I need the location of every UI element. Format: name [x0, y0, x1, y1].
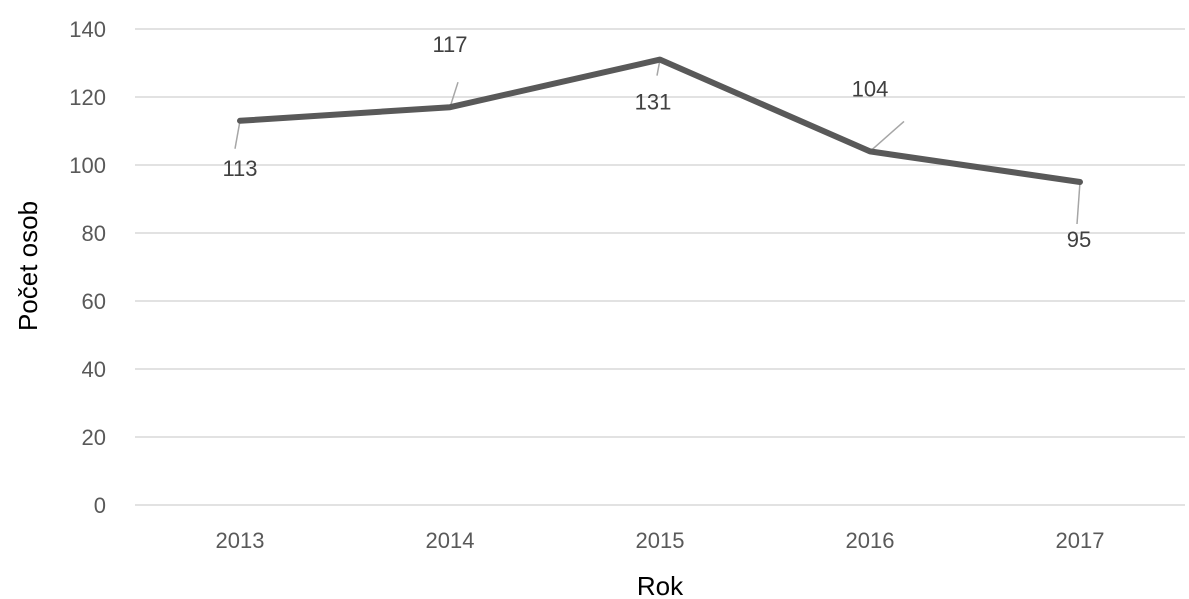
y-tick-label: 0	[94, 493, 106, 518]
y-tick-label: 20	[82, 425, 106, 450]
x-tick-label: 2013	[216, 528, 265, 553]
y-tick-label: 40	[82, 357, 106, 382]
y-tick-label: 80	[82, 221, 106, 246]
y-tick-label: 100	[69, 153, 106, 178]
y-axis-ticks: 0 20 40 60 80 100 120 140	[69, 17, 106, 518]
data-label: 113	[222, 156, 257, 181]
data-label-leader	[234, 120, 241, 149]
data-label-leaders	[234, 59, 1081, 225]
gridlines	[135, 28, 1185, 506]
data-label-leader	[869, 120, 905, 152]
y-tick-label: 140	[69, 17, 106, 42]
data-label-leader	[1076, 181, 1081, 225]
x-tick-label: 2017	[1056, 528, 1105, 553]
y-axis-title: Počet osob	[13, 201, 43, 331]
y-tick-label: 120	[69, 85, 106, 110]
series-layer	[237, 56, 1083, 185]
x-tick-label: 2016	[846, 528, 895, 553]
data-label: 117	[432, 32, 467, 57]
x-axis-title: Rok	[637, 571, 684, 599]
data-labels: 113 117 131 104 95	[222, 32, 1091, 252]
x-axis-ticks: 2013 2014 2015 2016 2017	[216, 528, 1105, 553]
data-label: 95	[1067, 227, 1091, 252]
data-label: 104	[852, 76, 889, 101]
series-line	[237, 56, 1083, 185]
x-tick-label: 2014	[426, 528, 475, 553]
data-label: 131	[635, 90, 672, 115]
y-tick-label: 60	[82, 289, 106, 314]
data-label-leader	[449, 81, 459, 108]
x-tick-label: 2015	[636, 528, 685, 553]
